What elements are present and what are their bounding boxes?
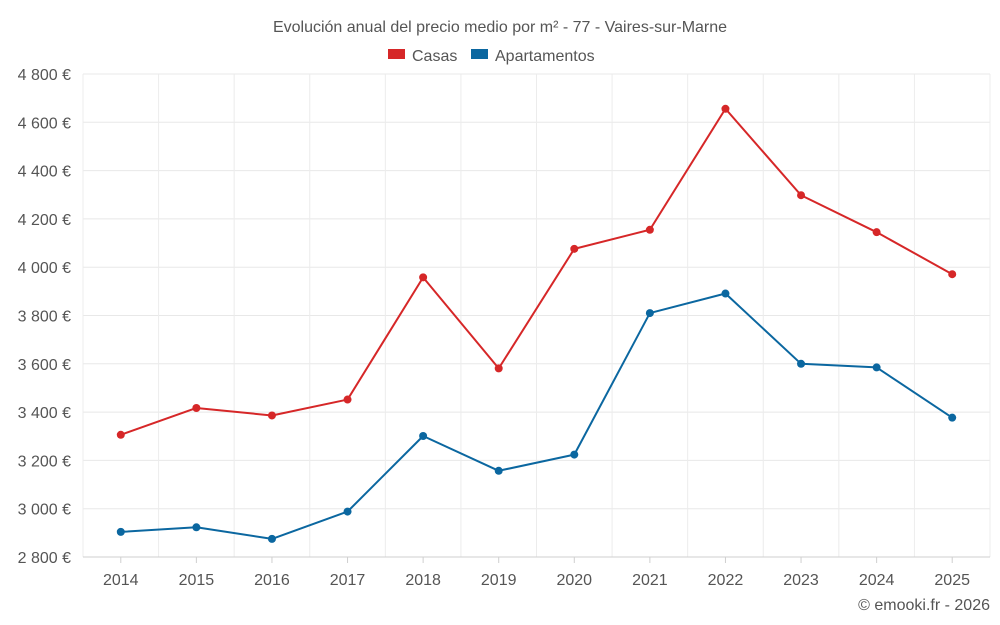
data-point-apartamentos[interactable]: [116, 527, 125, 536]
y-tick-label: 3 200 €: [18, 453, 71, 470]
y-tick-label: 4 000 €: [18, 260, 71, 277]
x-tick-label: 2014: [103, 572, 139, 589]
data-point-casas[interactable]: [721, 104, 730, 113]
y-tick-label: 4 400 €: [18, 164, 71, 181]
legend: Casas Apartamentos: [388, 48, 595, 65]
footer-credit: © emooki.fr - 2026: [858, 597, 990, 614]
x-tick-label: 2017: [330, 572, 366, 589]
legend-swatch-apartamentos: [471, 49, 488, 59]
y-tick-label: 4 200 €: [18, 212, 71, 229]
x-tick-label: 2016: [254, 572, 290, 589]
x-tick-label: 2018: [405, 572, 441, 589]
x-axis: 2014 2015 2016 2017 2018 2019 2020 2021 2022 2023…: [83, 556, 990, 589]
x-tick-label: 2024: [859, 572, 895, 589]
x-tick-label: 2023: [783, 572, 819, 589]
data-point-apartamentos[interactable]: [267, 534, 276, 543]
legend-label-casas: Casas: [412, 48, 457, 65]
x-tick-label: 2020: [556, 572, 592, 589]
legend-label-apartamentos: Apartamentos: [495, 48, 595, 65]
data-point-casas[interactable]: [797, 191, 806, 200]
data-point-casas[interactable]: [494, 364, 503, 373]
data-point-casas[interactable]: [116, 430, 125, 439]
y-tick-label: 3 600 €: [18, 357, 71, 374]
series-line-apartamentos: [120, 292, 953, 540]
data-point-casas[interactable]: [419, 273, 428, 282]
data-point-apartamentos[interactable]: [192, 523, 201, 532]
y-tick-label: 3 800 €: [18, 309, 71, 326]
y-tick-label: 4 600 €: [18, 115, 71, 132]
data-point-apartamentos[interactable]: [494, 466, 503, 475]
data-point-casas[interactable]: [645, 225, 654, 234]
data-point-apartamentos[interactable]: [343, 507, 352, 516]
data-point-apartamentos[interactable]: [872, 363, 881, 372]
data-point-casas[interactable]: [570, 244, 579, 253]
data-point-casas[interactable]: [343, 395, 352, 404]
data-point-casas[interactable]: [267, 411, 276, 420]
data-point-apartamentos[interactable]: [721, 289, 730, 298]
x-tick-label: 2022: [708, 572, 744, 589]
data-point-apartamentos[interactable]: [645, 309, 654, 318]
y-tick-label: 2 800 €: [18, 550, 71, 567]
y-tick-label: 4 800 €: [18, 67, 71, 84]
x-tick-label: 2021: [632, 572, 668, 589]
series-group: [116, 104, 957, 543]
data-point-casas[interactable]: [192, 403, 201, 412]
data-point-casas[interactable]: [948, 270, 957, 279]
data-point-apartamentos[interactable]: [570, 450, 579, 459]
series-line-casas: [120, 107, 953, 436]
chart-title: Evolución anual del precio medio por m² …: [273, 19, 727, 36]
data-point-casas[interactable]: [872, 228, 881, 237]
y-tick-label: 3 400 €: [18, 405, 71, 422]
legend-swatch-casas: [388, 49, 405, 59]
grid: [82, 73, 991, 558]
x-tick-label: 2015: [179, 572, 215, 589]
y-tick-label: 3 000 €: [18, 502, 71, 519]
y-axis: 2 800 € 3 000 € 3 200 € 3 400 € 3 600 € 3 800…: [18, 67, 71, 567]
data-point-apartamentos[interactable]: [948, 413, 957, 422]
data-point-apartamentos[interactable]: [797, 359, 806, 368]
x-tick-label: 2025: [934, 572, 970, 589]
x-tick-label: 2019: [481, 572, 517, 589]
data-point-apartamentos[interactable]: [419, 432, 428, 441]
